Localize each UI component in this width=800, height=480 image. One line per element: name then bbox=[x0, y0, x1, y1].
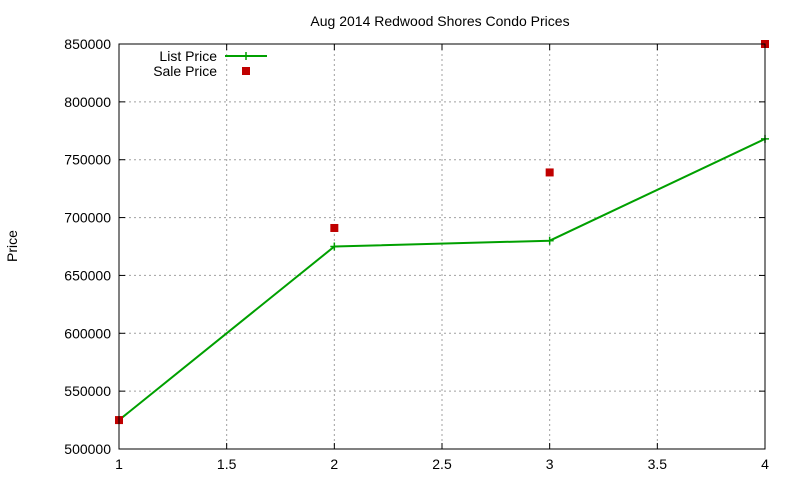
x-tick-label: 1.5 bbox=[217, 456, 237, 472]
list-price-point bbox=[330, 242, 339, 251]
x-axis-ticks: 1 1.5 2 2.5 3 3.5 4 bbox=[115, 44, 769, 472]
legend-square-swatch bbox=[242, 67, 250, 75]
x-tick-label: 2 bbox=[330, 456, 338, 472]
y-tick-label: 600000 bbox=[64, 325, 111, 341]
sale-price-point bbox=[545, 168, 554, 177]
x-tick-label: 4 bbox=[761, 456, 769, 472]
y-tick-label: 650000 bbox=[64, 267, 111, 283]
y-tick-label: 500000 bbox=[64, 441, 111, 457]
plot-frame bbox=[118, 43, 766, 450]
sale-price-point bbox=[330, 223, 339, 232]
y-axis-ticks: 500000 550000 600000 650000 700000 750000 8000… bbox=[64, 36, 765, 457]
legend-cross-swatch bbox=[242, 52, 250, 60]
y-tick-label: 800000 bbox=[64, 94, 111, 110]
legend-label: List Price bbox=[159, 48, 217, 64]
data-series bbox=[115, 40, 769, 425]
x-tick-label: 1 bbox=[115, 456, 123, 472]
x-tick-label: 3 bbox=[546, 456, 554, 472]
y-tick-label: 750000 bbox=[64, 152, 111, 168]
grid-lines bbox=[119, 44, 765, 449]
y-tick-label: 550000 bbox=[64, 383, 111, 399]
y-tick-label: 850000 bbox=[64, 36, 111, 52]
x-tick-label: 3.5 bbox=[648, 456, 668, 472]
list-price-point bbox=[545, 236, 554, 245]
list-price-line bbox=[118, 137, 766, 421]
y-tick-label: 700000 bbox=[64, 210, 111, 226]
legend-label: Sale Price bbox=[153, 63, 217, 79]
x-tick-label: 2.5 bbox=[432, 456, 452, 472]
y-axis-label: Price bbox=[4, 230, 20, 262]
chart-title: Aug 2014 Redwood Shores Condo Prices bbox=[310, 13, 569, 29]
